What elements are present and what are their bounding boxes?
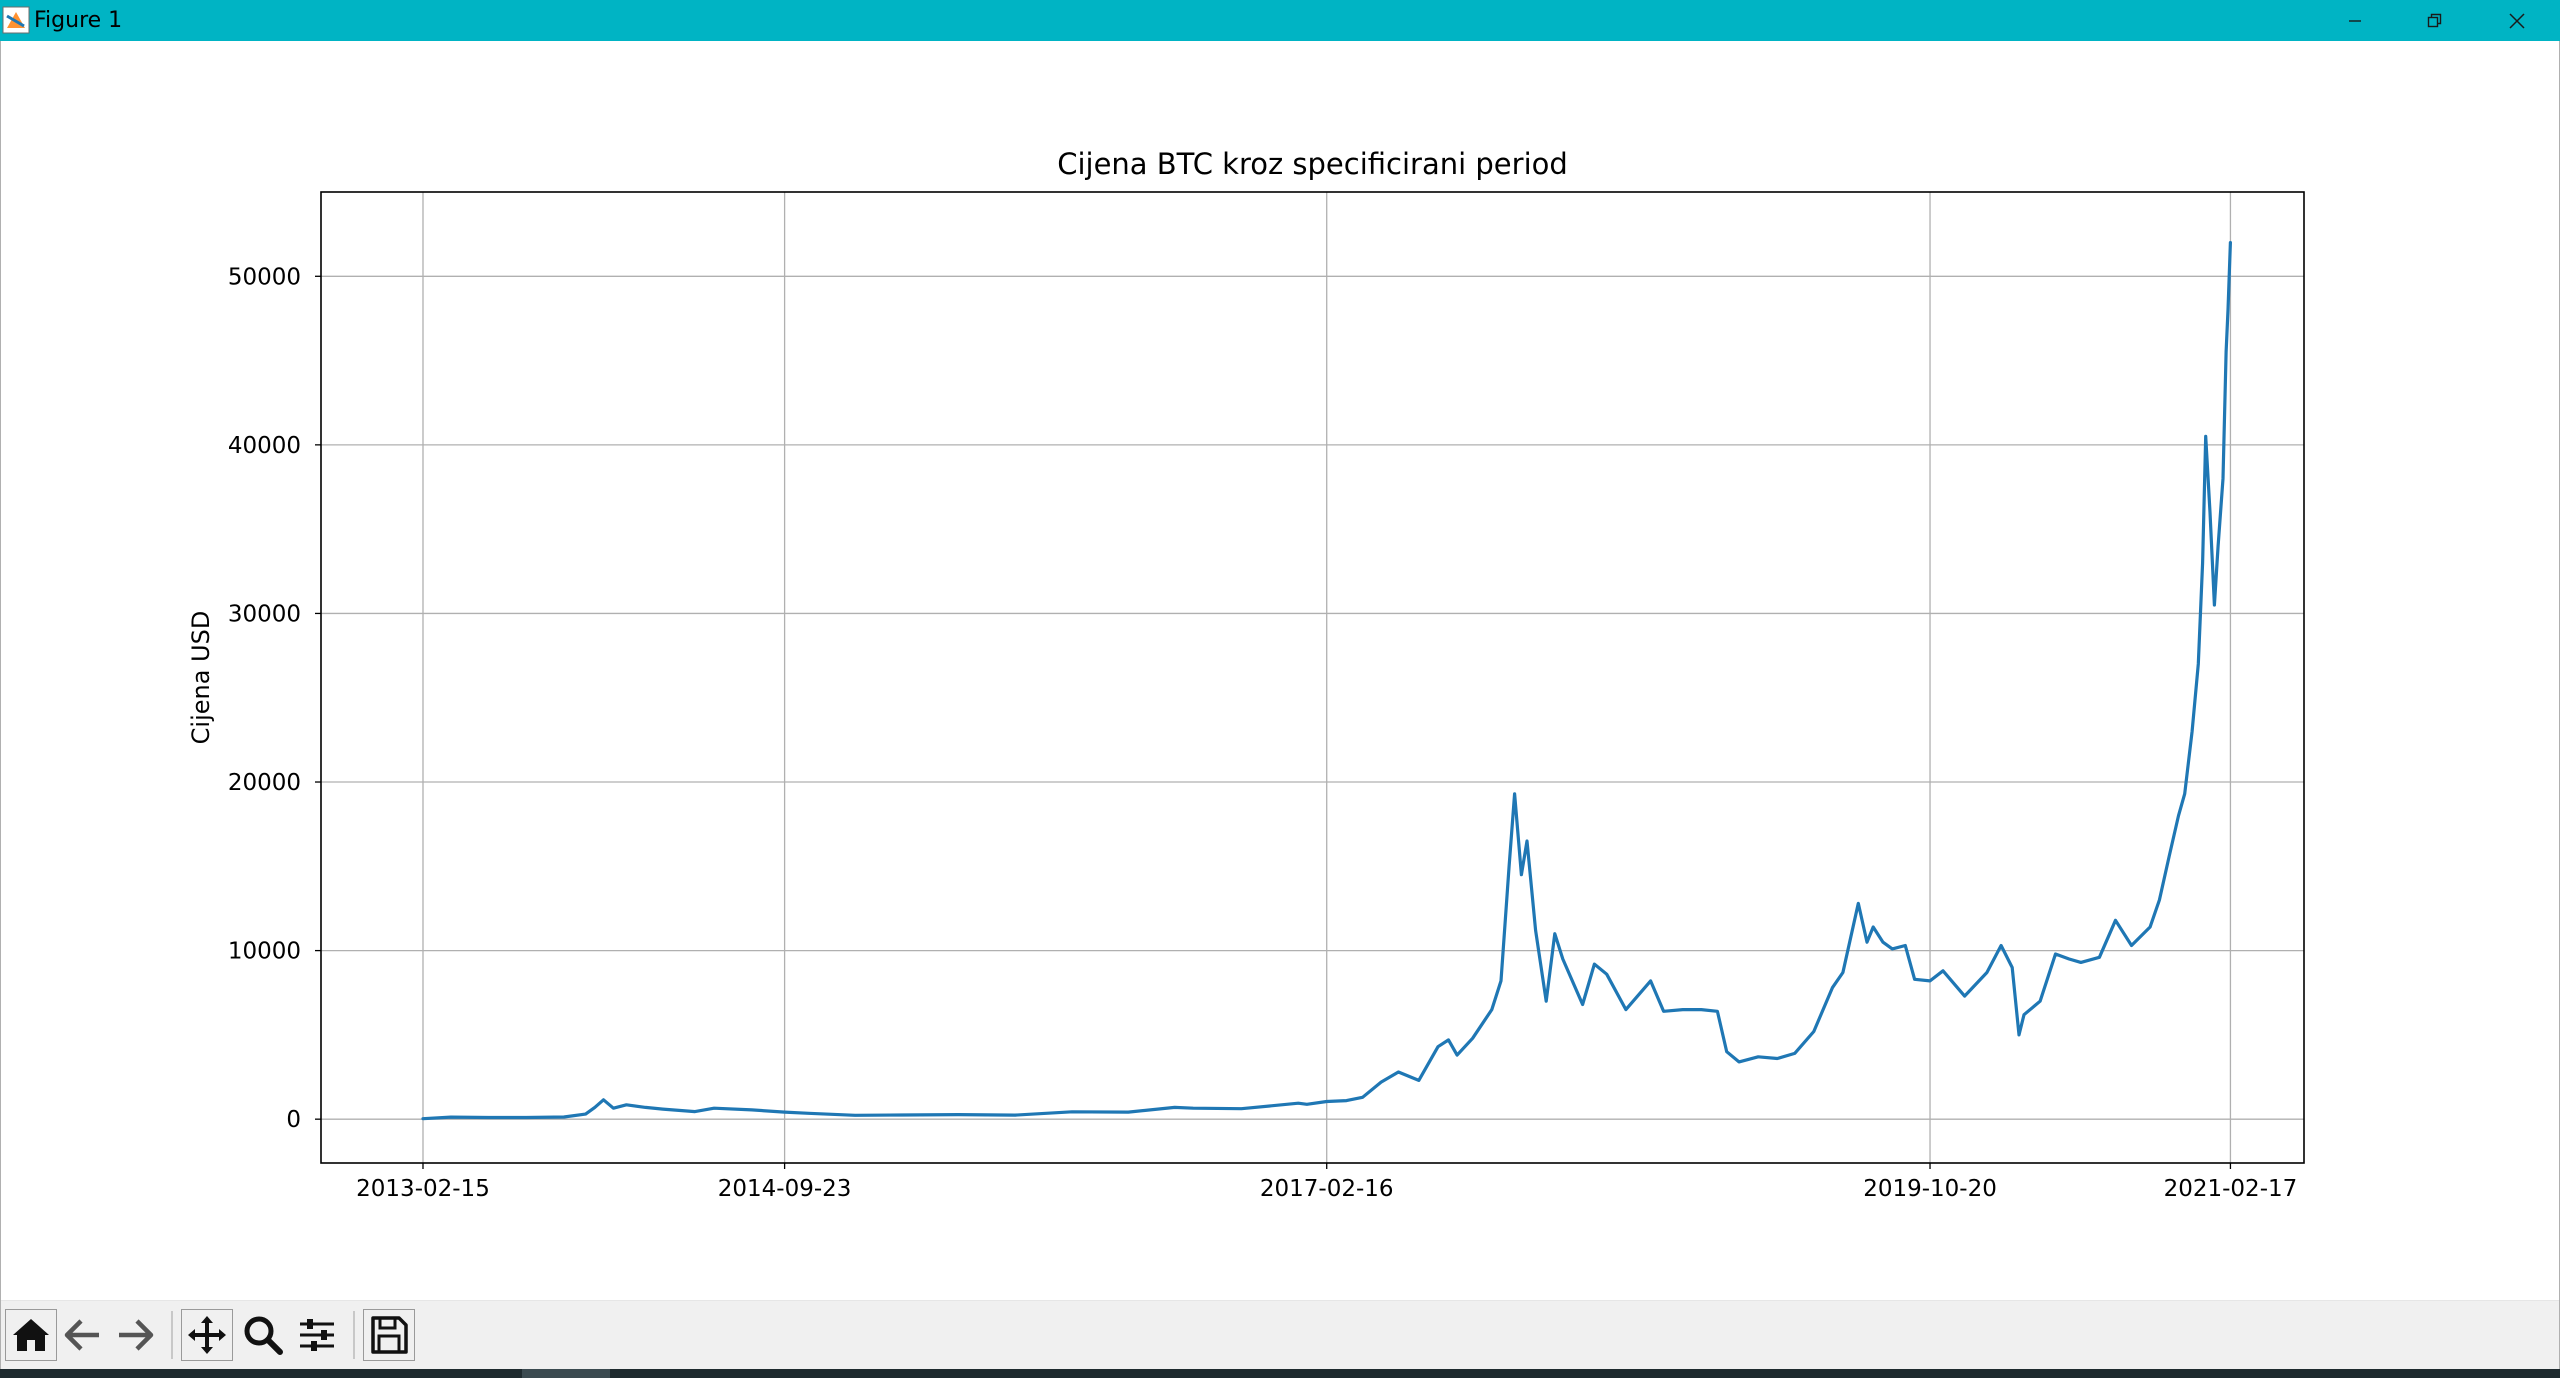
close-icon <box>2509 12 2525 29</box>
toolbar-separator <box>353 1311 355 1359</box>
pan-icon <box>188 1316 226 1354</box>
forward-button[interactable] <box>109 1309 161 1361</box>
y-tick-label: 30000 <box>228 601 301 627</box>
chart[interactable]: 0 10000 20000 30000 40000 50000 2013-02-15 2014… <box>0 41 2560 1299</box>
minimize-button[interactable] <box>2316 0 2394 41</box>
x-tick-label: 2013-02-15 <box>356 1176 490 1202</box>
configure-subplots-icon <box>300 1319 334 1351</box>
y-tick-label: 10000 <box>228 939 301 965</box>
save-button[interactable] <box>363 1309 415 1361</box>
navigation-toolbar <box>1 1300 2559 1369</box>
window-titlebar: Figure 1 <box>0 0 2560 41</box>
back-arrow-icon <box>64 1319 99 1351</box>
taskbar-strip <box>0 1369 2560 1378</box>
y-tick-label: 0 <box>286 1107 301 1133</box>
y-axis-label: Cijena USD <box>187 611 215 745</box>
save-icon <box>371 1316 408 1354</box>
close-button[interactable] <box>2478 0 2556 41</box>
configure-subplots-button[interactable] <box>291 1309 343 1361</box>
y-tick-label: 40000 <box>228 433 301 459</box>
x-tick-label: 2019-10-20 <box>1863 1176 1997 1202</box>
figure-canvas-area <box>0 41 2560 1378</box>
zoom-icon <box>244 1316 283 1355</box>
x-tick-label: 2017-02-16 <box>1260 1176 1394 1202</box>
minimize-icon <box>2349 19 2361 22</box>
forward-arrow-icon <box>119 1319 154 1351</box>
restore-button[interactable] <box>2396 0 2474 41</box>
plot-frame <box>320 191 2305 1164</box>
zoom-button[interactable] <box>237 1309 289 1361</box>
home-icon <box>13 1319 49 1351</box>
x-tick-label: 2021-02-17 <box>2164 1176 2298 1202</box>
window-title: Figure 1 <box>34 8 123 33</box>
y-tick-label: 50000 <box>228 264 301 290</box>
y-tick-label: 20000 <box>228 770 301 796</box>
chart-title: Cijena BTC kroz specificirani period <box>1057 147 1568 181</box>
app-icon <box>2 6 30 34</box>
home-button[interactable] <box>5 1309 57 1361</box>
back-button[interactable] <box>57 1309 109 1361</box>
x-tick-label: 2014-09-23 <box>718 1176 852 1202</box>
taskbar-active-indicator <box>522 1369 610 1378</box>
toolbar-separator <box>171 1311 173 1359</box>
series-line <box>421 241 2232 1121</box>
pan-button[interactable] <box>181 1309 233 1361</box>
restore-icon <box>2427 13 2442 27</box>
